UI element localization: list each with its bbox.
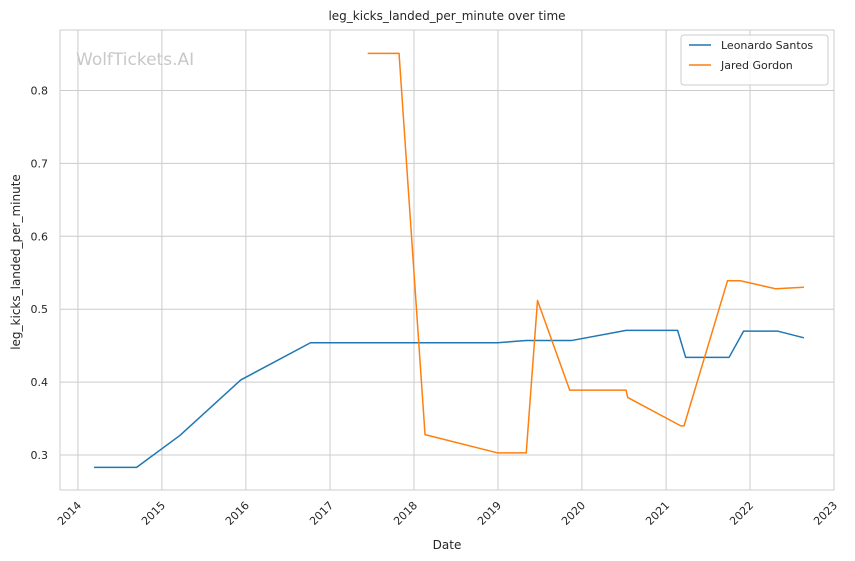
legend-label-leonardo-santos: Leonardo Santos [721,39,813,52]
watermark: WolfTickets.AI [76,50,194,70]
y-tick-label-0.3: 0.3 [31,449,49,462]
legend-label-jared-gordon: Jared Gordon [720,59,793,72]
y-tick-label-0.8: 0.8 [31,85,49,98]
series-line-jared-gordon [367,52,804,454]
legend: Leonardo Santos Jared Gordon [680,34,829,86]
y-tick-label-0.7: 0.7 [31,157,49,170]
y-tick-label-0.4: 0.4 [31,376,49,389]
plot-frame [59,29,835,491]
series-layer [93,52,805,469]
y-tick-label-0.5: 0.5 [31,303,49,316]
chart-title: leg_kicks_landed_per_minute over time [328,9,565,23]
series-line-leonardo-santos [93,329,805,469]
y-axis-label: leg_kicks_landed_per_minute [9,174,23,350]
legend-box [680,34,829,86]
ticks: 2014 2015 2016 2017 2018 2019 2020 2021 2022 2023… [31,85,841,528]
x-axis-label: Date [433,538,462,552]
y-tick-label-0.6: 0.6 [31,230,49,243]
